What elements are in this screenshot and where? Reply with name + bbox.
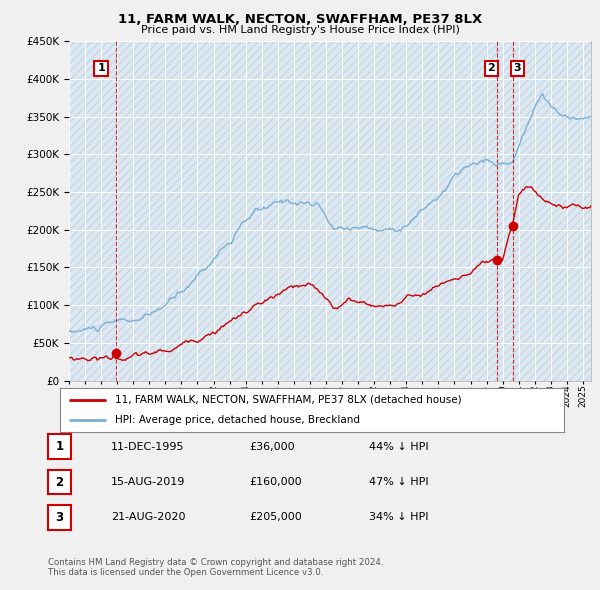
Text: 15-AUG-2019: 15-AUG-2019 [111, 477, 185, 487]
Text: 21-AUG-2020: 21-AUG-2020 [111, 513, 185, 522]
Text: £160,000: £160,000 [249, 477, 302, 487]
Text: 11-DEC-1995: 11-DEC-1995 [111, 442, 185, 451]
Text: 2: 2 [488, 64, 495, 73]
Text: £205,000: £205,000 [249, 513, 302, 522]
Text: HPI: Average price, detached house, Breckland: HPI: Average price, detached house, Brec… [115, 415, 361, 425]
Text: Contains HM Land Registry data © Crown copyright and database right 2024.: Contains HM Land Registry data © Crown c… [48, 558, 383, 567]
Text: 11, FARM WALK, NECTON, SWAFFHAM, PE37 8LX: 11, FARM WALK, NECTON, SWAFFHAM, PE37 8L… [118, 13, 482, 26]
Text: 1: 1 [55, 440, 64, 453]
Text: 1: 1 [97, 64, 105, 73]
Text: 11, FARM WALK, NECTON, SWAFFHAM, PE37 8LX (detached house): 11, FARM WALK, NECTON, SWAFFHAM, PE37 8L… [115, 395, 462, 405]
Text: 3: 3 [55, 511, 64, 524]
Text: 34% ↓ HPI: 34% ↓ HPI [369, 513, 428, 522]
Text: 3: 3 [514, 64, 521, 73]
Text: 47% ↓ HPI: 47% ↓ HPI [369, 477, 428, 487]
Text: £36,000: £36,000 [249, 442, 295, 451]
Text: 44% ↓ HPI: 44% ↓ HPI [369, 442, 428, 451]
Text: Price paid vs. HM Land Registry's House Price Index (HPI): Price paid vs. HM Land Registry's House … [140, 25, 460, 35]
Text: This data is licensed under the Open Government Licence v3.0.: This data is licensed under the Open Gov… [48, 568, 323, 577]
Text: 2: 2 [55, 476, 64, 489]
